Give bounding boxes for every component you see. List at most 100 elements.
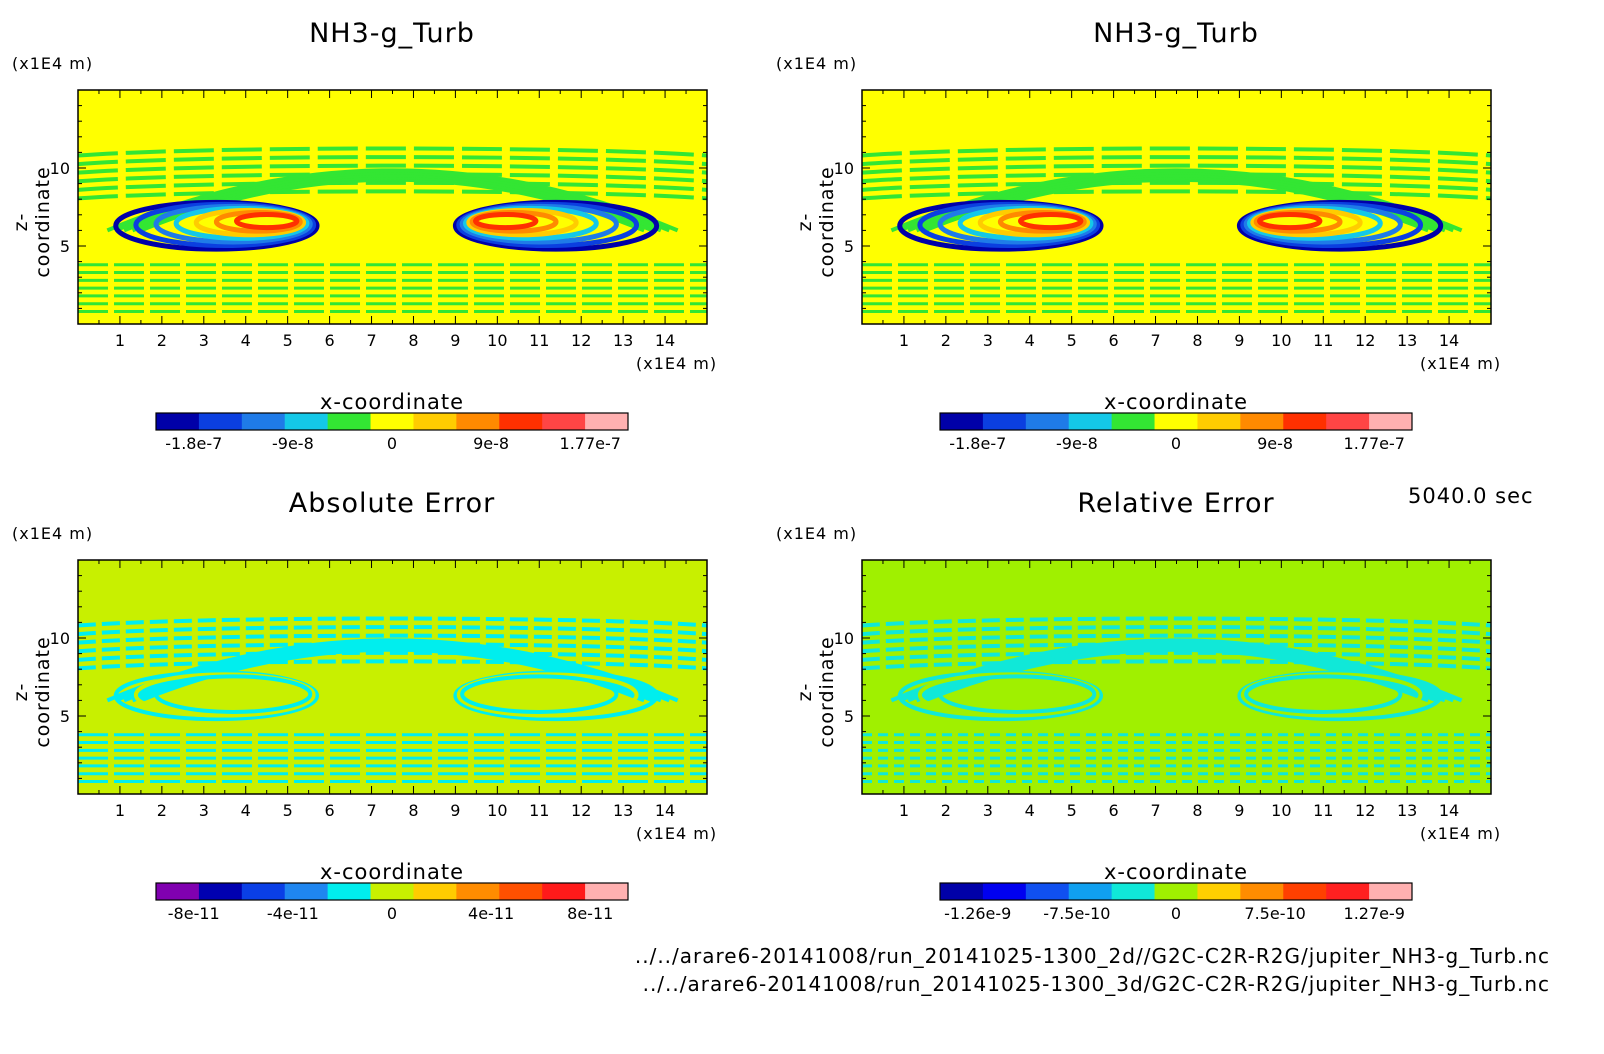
x-tick-label: 14 <box>1439 331 1459 350</box>
time-label: 5040.0 sec <box>1408 484 1534 508</box>
field-image <box>862 90 1491 324</box>
colorbar-swatch <box>327 413 372 430</box>
colorbar-label: 4e-11 <box>468 904 514 923</box>
colorbar-label: -9e-8 <box>272 434 314 453</box>
colorbar-swatch <box>413 413 457 430</box>
x-tick-label: 11 <box>1313 801 1333 820</box>
colorbar-label: 0 <box>1171 434 1181 453</box>
colorbar-frame <box>939 882 1413 901</box>
colorbar-swatch <box>542 883 586 900</box>
colorbar-swatch <box>198 883 243 900</box>
plot-title: Absolute Error <box>288 488 496 519</box>
upper-band <box>78 616 707 628</box>
colorbar-swatch <box>1111 883 1156 900</box>
x-unit-label: (x1E4 m) <box>1420 824 1502 843</box>
colorbar-swatch <box>940 413 984 430</box>
z-unit-label: (x1E4 m) <box>12 524 94 543</box>
colorbar-swatch <box>456 413 500 430</box>
x-unit-label: (x1E4 m) <box>636 824 718 843</box>
colorbar-frame <box>155 882 629 901</box>
vortex-ring <box>153 674 313 714</box>
x-tick-label: 5 <box>1067 331 1077 350</box>
colorbar-swatch <box>456 883 500 900</box>
colorbar-swatch <box>284 413 329 430</box>
colorbar-frame <box>155 412 629 431</box>
x-tick-label: 2 <box>941 801 951 820</box>
x-tick-label: 10 <box>487 331 507 350</box>
colorbar-label: -9e-8 <box>1056 434 1098 453</box>
y-tick-label: 5 <box>844 707 854 726</box>
colorbar-label: 0 <box>387 434 397 453</box>
x-tick-label: 1 <box>115 801 125 820</box>
colorbar-swatch <box>499 883 543 900</box>
plot-panel-nh3-3d: NH3-g_Turb (x1E4 m) z-coordinate (x1E4 m… <box>776 0 1584 480</box>
x-tick-label: 7 <box>366 801 376 820</box>
colorbar-swatch <box>940 883 984 900</box>
y-tick-label: 10 <box>50 629 70 648</box>
upper-band <box>78 163 707 175</box>
x-tick-label: 12 <box>571 331 591 350</box>
colorbar-swatch <box>499 413 543 430</box>
colorbar-swatch <box>156 883 200 900</box>
colorbar-swatch <box>1154 883 1198 900</box>
colorbar-swatch <box>1197 413 1241 430</box>
plot-panel-nh3-2d: NH3-g_Turb (x1E4 m) z-coordinate (x1E4 m… <box>0 0 800 480</box>
x-axis-label: x-coordinate <box>319 860 464 884</box>
colorbar-swatch <box>284 883 329 900</box>
plot-panel-relative-error: Relative Error (x1E4 m) z-coordinate (x1… <box>776 470 1584 950</box>
x-tick-label: 12 <box>1355 331 1375 350</box>
colorbar-swatch <box>982 413 1027 430</box>
x-tick-label: 11 <box>529 331 549 350</box>
x-tick-label: 7 <box>366 331 376 350</box>
y-tick-label: 10 <box>834 159 854 178</box>
x-tick-label: 13 <box>613 801 633 820</box>
x-tick-label: 8 <box>1192 331 1202 350</box>
x-tick-label: 6 <box>325 331 335 350</box>
x-tick-label: 7 <box>1150 801 1160 820</box>
colorbar-swatch <box>1197 883 1241 900</box>
x-tick-label: 9 <box>450 801 460 820</box>
vortex-ring <box>133 672 316 718</box>
x-tick-label: 1 <box>115 331 125 350</box>
upper-band <box>78 625 707 637</box>
y-tick-label: 5 <box>60 707 70 726</box>
upper-band <box>78 633 707 645</box>
z-unit-label: (x1E4 m) <box>12 54 94 73</box>
colorbar-swatch <box>542 413 586 430</box>
colorbar-swatch <box>1283 883 1327 900</box>
vortex-ring <box>460 674 619 714</box>
x-tick-label: 1 <box>899 801 909 820</box>
plot-title: Relative Error <box>1077 488 1275 519</box>
vortex-ring <box>937 674 1097 714</box>
x-tick-label: 8 <box>408 801 418 820</box>
z-unit-label: (x1E4 m) <box>776 524 858 543</box>
vortex-ring <box>473 211 539 231</box>
x-tick-label: 11 <box>529 801 549 820</box>
colorbar-label: -8e-11 <box>168 904 220 923</box>
colorbar-label: 9e-8 <box>1257 434 1293 453</box>
x-tick-label: 3 <box>983 801 993 820</box>
colorbar-swatch <box>1025 413 1070 430</box>
upper-band <box>862 163 1491 175</box>
x-tick-label: 8 <box>1192 801 1202 820</box>
upper-band <box>862 625 1491 637</box>
x-tick-label: 14 <box>655 801 675 820</box>
upper-band <box>862 650 1491 662</box>
colorbar-swatch <box>1326 883 1370 900</box>
upper-band <box>862 180 1491 192</box>
colorbar-swatch <box>1025 883 1070 900</box>
upper-band <box>862 189 1491 201</box>
colorbar-label: 9e-8 <box>473 434 509 453</box>
x-tick-label: 13 <box>1397 801 1417 820</box>
colorbar-swatch <box>1369 883 1413 900</box>
y-tick-label: 5 <box>844 237 854 256</box>
colorbar-swatch <box>1326 413 1370 430</box>
colorbar-swatch <box>982 883 1027 900</box>
x-tick-label: 4 <box>1025 331 1035 350</box>
x-tick-label: 9 <box>1234 331 1244 350</box>
vortex-ring <box>1244 674 1403 714</box>
colorbar-swatch <box>1068 883 1113 900</box>
upper-band <box>78 650 707 662</box>
x-tick-label: 5 <box>283 801 293 820</box>
